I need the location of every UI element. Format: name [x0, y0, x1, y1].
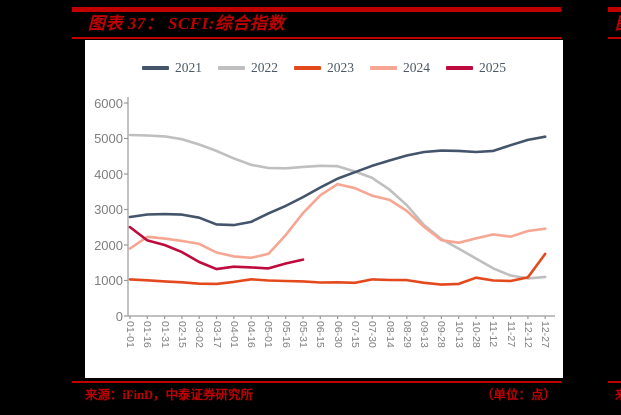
legend-swatch-2024 — [370, 66, 397, 70]
legend-swatch-2023 — [294, 66, 321, 70]
next-panel-source-fragment: 来 — [615, 384, 621, 403]
x-tick-label: 05-01 — [262, 321, 275, 348]
x-tick-label: 04-16 — [245, 321, 258, 348]
legend-swatch-2022 — [218, 66, 245, 70]
legend-item-2025: 2025 — [446, 60, 506, 76]
x-tick-label: 01-01 — [124, 321, 136, 348]
legend-item-2021: 2021 — [142, 60, 202, 76]
legend-label: 2023 — [327, 60, 354, 75]
legend-swatch-2021 — [142, 66, 169, 70]
figure-top-rule — [72, 7, 561, 12]
x-tick-label: 08-29 — [400, 321, 413, 348]
x-tick-label: 02-15 — [175, 321, 188, 348]
x-tick-label: 03-02 — [193, 321, 206, 348]
x-tick-label: 07-30 — [366, 321, 379, 348]
figure-source-row: 来源：iFinD，中泰证券研究所 （单位：点） — [85, 384, 556, 403]
x-tick-label: 05-16 — [279, 321, 292, 348]
series-line-2025 — [128, 225, 305, 271]
x-tick-label: 01-31 — [158, 321, 171, 348]
legend-swatch-2025 — [446, 66, 473, 70]
y-tick-label: 1000 — [94, 273, 123, 288]
y-tick-label: 5000 — [94, 131, 123, 146]
y-tick-label: 0 — [115, 308, 123, 324]
x-tick-label: 03-17 — [210, 321, 223, 348]
x-tick-label: 09-13 — [418, 321, 431, 348]
legend-label: 2024 — [403, 60, 430, 75]
series-line-2021 — [128, 135, 547, 227]
y-tick-label: 6000 — [94, 95, 123, 111]
legend-item-2022: 2022 — [218, 60, 278, 76]
y-tick-label: 3000 — [94, 202, 123, 217]
legend-label: 2021 — [175, 60, 202, 75]
next-panel-title-fragment: 图 — [615, 12, 621, 36]
legend-item-2024: 2024 — [370, 60, 430, 76]
x-tick-label: 08-14 — [383, 321, 396, 348]
chart-svg — [124, 97, 555, 319]
y-tick-label: 4000 — [94, 166, 123, 182]
next-panel-bottom-rule — [608, 381, 621, 383]
next-panel-top-rule — [608, 7, 621, 12]
figure-source: 来源：iFinD，中泰证券研究所 — [85, 388, 254, 402]
legend-label: 2025 — [479, 60, 506, 75]
x-tick-label: 06-30 — [331, 321, 344, 348]
x-tick-label: 11-12 — [487, 321, 500, 348]
figure-title-underline — [72, 37, 561, 39]
chart-legend: 2021 2022 2023 2024 2025 — [85, 60, 563, 76]
series-line-2022 — [128, 133, 547, 280]
chart-area: 2021 2022 2023 2024 2025 0 1000 2000 3000 4000 50… — [85, 40, 563, 378]
x-tick-label: 10-13 — [452, 321, 465, 348]
series-line-2024 — [128, 182, 547, 260]
x-tick-label: 11-27 — [504, 321, 517, 348]
legend-label: 2022 — [251, 60, 278, 75]
next-panel-title-underline — [608, 37, 621, 39]
x-tick-label: 05-31 — [297, 321, 309, 348]
x-tick-label: 07-15 — [348, 321, 361, 348]
x-tick-label: 04-01 — [227, 321, 240, 348]
x-tick-label: 09-28 — [435, 321, 448, 348]
x-tick-label: 12-27 — [539, 321, 552, 348]
series-line-2023 — [128, 252, 547, 286]
x-tick-label: 01-16 — [141, 321, 154, 348]
x-tick-label: 06-15 — [314, 321, 327, 348]
figure-unit-note: （单位：点） — [480, 388, 556, 402]
legend-item-2023: 2023 — [294, 60, 354, 76]
figure-title: 图表 37： SCFI:综合指数 — [88, 14, 285, 33]
y-tick-label: 2000 — [94, 237, 123, 253]
x-tick-label: 10-28 — [470, 321, 482, 348]
x-tick-label: 12-12 — [521, 321, 534, 348]
figure-bottom-rule — [72, 381, 561, 383]
